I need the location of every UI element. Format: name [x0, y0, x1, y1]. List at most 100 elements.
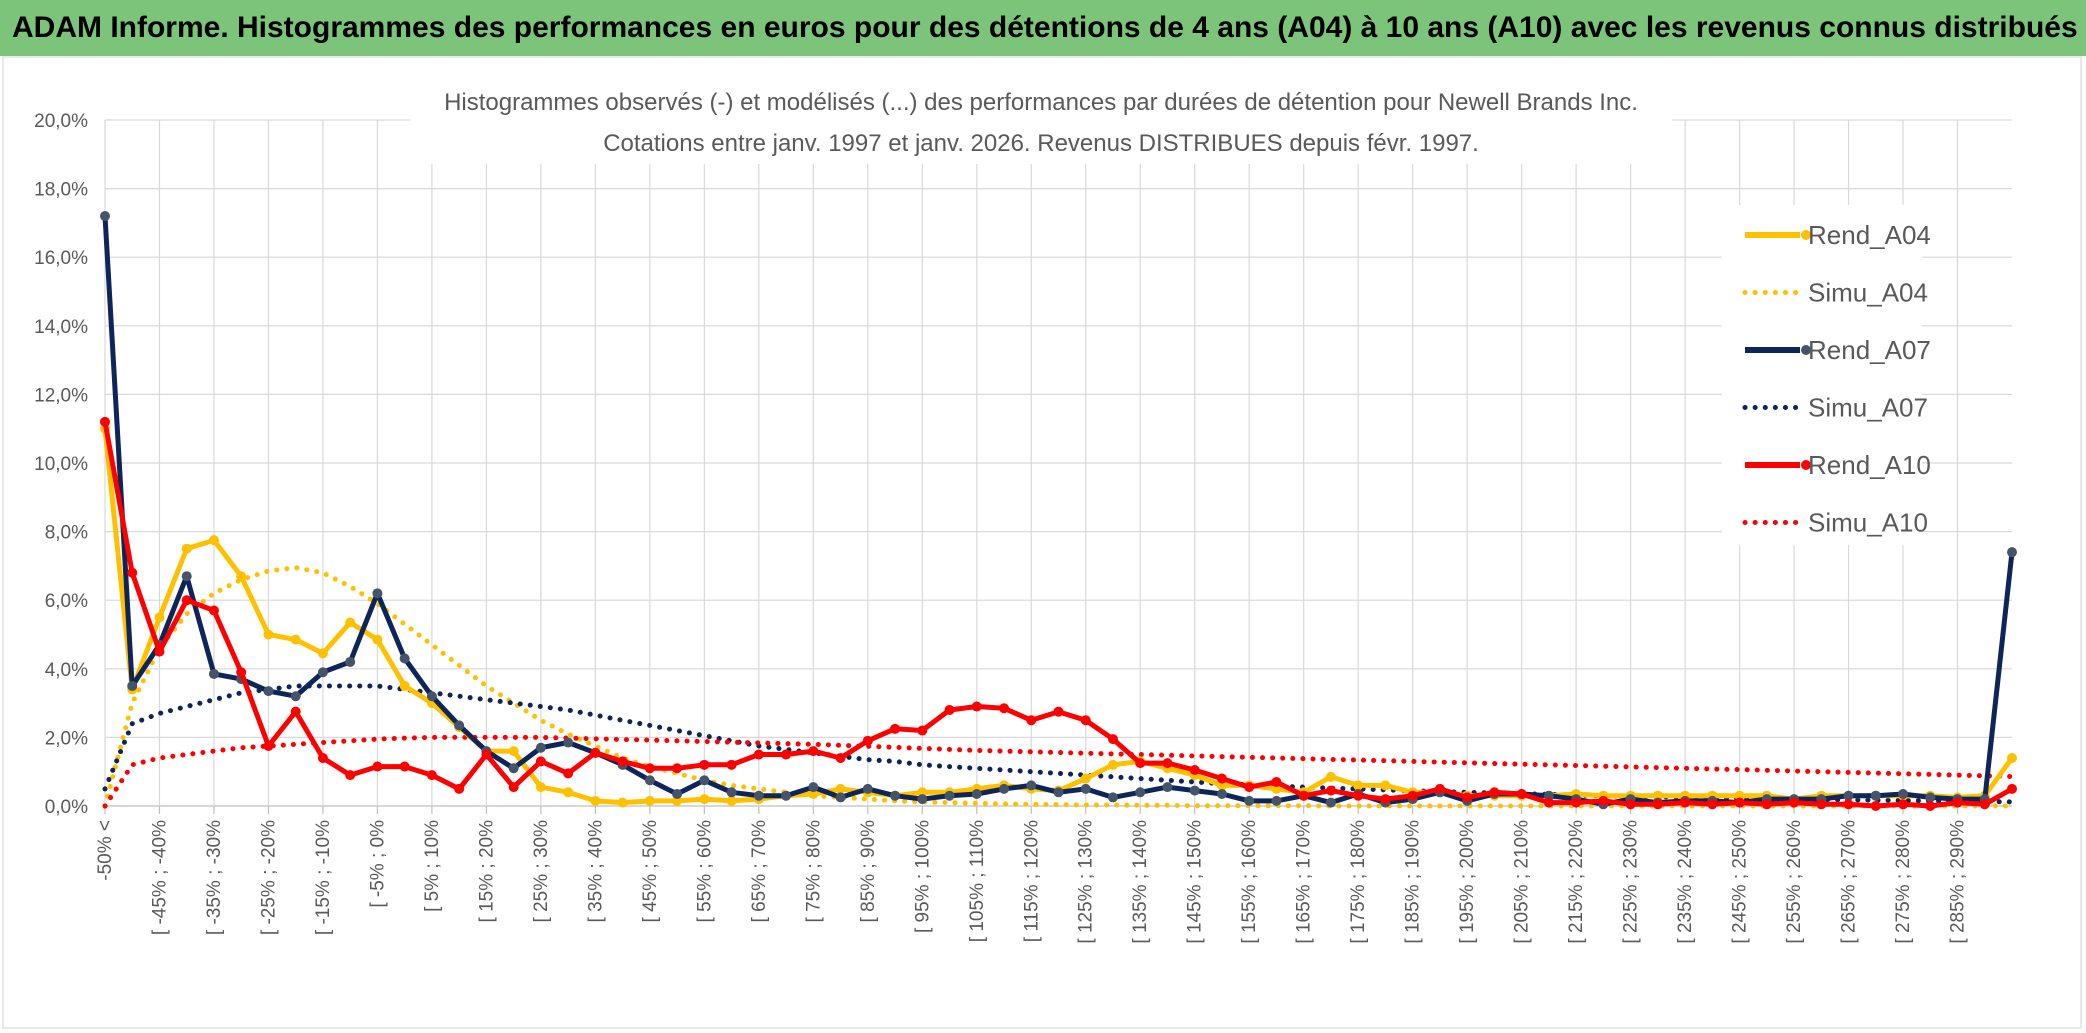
legend-item-rend-a07: Rend_A07 — [1745, 335, 1931, 365]
data-point-rend-a10 — [1380, 794, 1391, 805]
data-point-rend-a07 — [454, 720, 465, 731]
data-point-rend-a10 — [1707, 799, 1718, 810]
x-tick-label: [ 35% ; 40% — [585, 820, 606, 923]
data-point-rend-a04 — [1080, 773, 1091, 784]
x-tick-label: -50% < — [95, 820, 116, 881]
y-tick-label: 10,0% — [34, 454, 88, 475]
data-point-rend-a10 — [1353, 790, 1364, 801]
data-point-rend-a10 — [317, 752, 328, 763]
data-point-rend-a07 — [1925, 792, 1936, 803]
data-point-rend-a10 — [1870, 801, 1881, 811]
data-point-rend-a04 — [317, 648, 328, 659]
x-tick-label: [ -5% ; 0% — [367, 820, 388, 908]
x-tick-label: [ -25% ; -20% — [258, 820, 279, 935]
data-point-rend-a04 — [672, 795, 683, 806]
data-point-rend-a04 — [617, 797, 628, 808]
data-point-rend-a10 — [127, 567, 138, 578]
data-point-rend-a10 — [672, 763, 683, 774]
x-tick-label: [ 45% ; 50% — [640, 820, 661, 923]
x-tick-label: [ -45% ; -40% — [149, 820, 170, 935]
data-point-rend-a10 — [481, 749, 492, 760]
y-tick-label: 0,0% — [45, 797, 88, 818]
data-point-rend-a10 — [890, 723, 901, 734]
chart-title-background — [410, 82, 1672, 164]
series-line-simu-a10 — [102, 734, 2015, 809]
x-tick-label: [ 25% ; 30% — [531, 820, 552, 923]
data-point-rend-a04 — [236, 571, 247, 582]
data-point-rend-a10 — [590, 747, 601, 758]
data-point-rend-a10 — [1434, 783, 1445, 794]
x-tick-label: [ 235% ; 240% — [1675, 820, 1696, 944]
data-point-rend-a10 — [236, 667, 247, 678]
data-point-rend-a10 — [699, 759, 710, 770]
chart-legend: Rend_A04 Simu_A04 Rend_A07 Simu_A07 Rend_A10… — [1742, 220, 1931, 538]
x-tick-label: [ 275% ; 280% — [1893, 820, 1914, 944]
data-point-rend-a04 — [535, 782, 546, 793]
data-point-rend-a07 — [835, 792, 846, 803]
series-simu-a04 — [102, 565, 2015, 809]
data-point-rend-a04 — [1353, 780, 1364, 791]
data-point-rend-a07 — [100, 211, 110, 222]
y-tick-label: 8,0% — [45, 523, 88, 544]
data-point-rend-a10 — [1325, 785, 1336, 796]
data-point-rend-a10 — [1216, 773, 1227, 784]
data-point-rend-a07 — [971, 788, 982, 799]
data-point-rend-a10 — [1952, 797, 1963, 808]
chart-title: Histogrammes observés (-) et modélisés (… — [444, 89, 1638, 116]
data-point-rend-a07 — [1080, 783, 1091, 794]
y-tick-label: 6,0% — [45, 591, 88, 612]
x-tick-label: [ 215% ; 220% — [1566, 820, 1587, 944]
data-point-rend-a07 — [317, 667, 328, 678]
data-point-rend-a10 — [1107, 734, 1118, 745]
x-tick-label: [ 265% ; 270% — [1839, 820, 1860, 944]
legend-background — [1722, 205, 1922, 545]
x-tick-label: [ 155% ; 160% — [1239, 820, 1260, 944]
data-point-rend-a10 — [1789, 797, 1800, 808]
data-point-rend-a04 — [1107, 759, 1118, 770]
legend-item-simu-a10: Simu_A10 — [1742, 508, 1928, 538]
data-point-rend-a04 — [2007, 752, 2017, 763]
series-simu-a07 — [102, 683, 2015, 805]
data-point-rend-a07 — [2007, 547, 2017, 558]
data-point-rend-a10 — [1571, 797, 1582, 808]
data-point-rend-a07 — [127, 680, 138, 691]
data-point-rend-a07 — [999, 783, 1010, 794]
legend-label: Rend_A04 — [1808, 220, 1931, 250]
series-simu-a10 — [102, 734, 2015, 809]
data-point-rend-a07 — [699, 775, 710, 786]
data-point-rend-a10 — [1652, 799, 1663, 810]
data-point-rend-a10 — [1516, 788, 1527, 799]
x-tick-label: [ 75% ; 80% — [803, 820, 824, 923]
data-point-rend-a10 — [1462, 792, 1473, 803]
data-point-rend-a04 — [1734, 790, 1745, 801]
page-banner-title: ADAM Informe. Histogrammes des performan… — [0, 0, 2086, 56]
data-point-rend-a10 — [617, 756, 628, 767]
data-point-rend-a10 — [1680, 797, 1691, 808]
data-point-rend-a04 — [372, 634, 383, 645]
data-point-rend-a04 — [699, 794, 710, 805]
data-point-rend-a10 — [944, 704, 955, 715]
data-point-rend-a04 — [208, 535, 219, 546]
data-point-rend-a04 — [917, 787, 928, 798]
series-line-simu-a04 — [102, 565, 2015, 809]
data-point-rend-a10 — [1734, 797, 1745, 808]
data-point-rend-a10 — [862, 735, 873, 746]
data-point-rend-a10 — [454, 783, 465, 794]
y-tick-label: 14,0% — [34, 317, 88, 338]
data-point-rend-a10 — [100, 416, 110, 427]
data-point-rend-a07 — [372, 588, 383, 599]
data-point-rend-a07 — [399, 653, 410, 664]
data-point-rend-a07 — [1107, 792, 1118, 803]
data-point-rend-a04 — [345, 617, 356, 628]
data-point-rend-a10 — [835, 752, 846, 763]
legend-item-simu-a04: Simu_A04 — [1742, 278, 1928, 308]
data-point-rend-a04 — [154, 612, 165, 623]
data-point-rend-a07 — [862, 783, 873, 794]
data-point-rend-a10 — [154, 646, 165, 657]
data-point-rend-a07 — [563, 737, 574, 748]
x-tick-label: [ -35% ; -30% — [204, 820, 225, 935]
data-point-rend-a07 — [944, 790, 955, 801]
data-point-rend-a10 — [1298, 790, 1309, 801]
legend-label: Rend_A10 — [1808, 450, 1931, 480]
data-point-rend-a10 — [808, 746, 819, 757]
